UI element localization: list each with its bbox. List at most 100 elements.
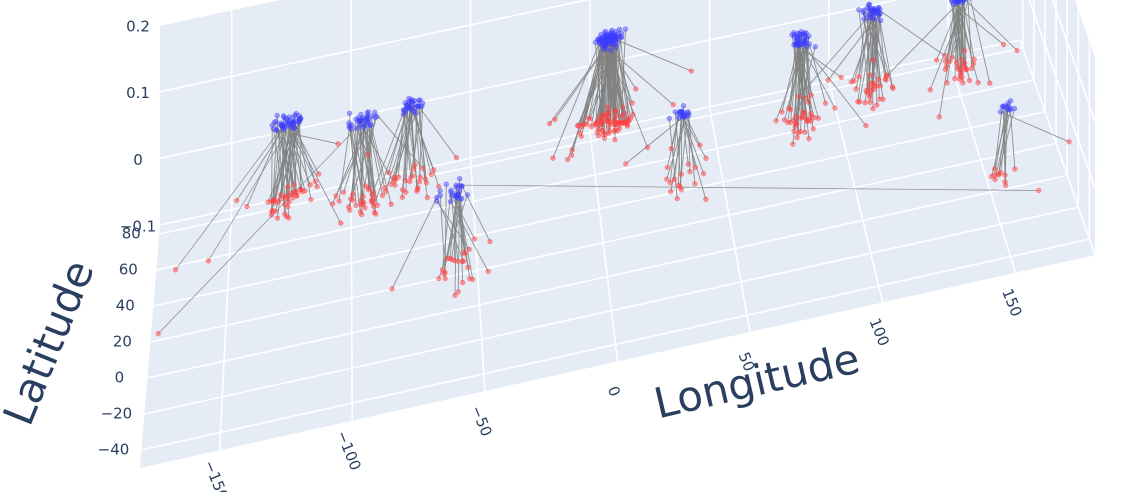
lower-marker <box>780 110 785 115</box>
lower-marker <box>359 202 364 207</box>
z-tick-label: 0 <box>133 151 143 169</box>
lower-marker <box>693 165 698 170</box>
lower-marker <box>959 70 964 75</box>
lower-marker <box>890 84 895 89</box>
lower-marker <box>372 210 377 215</box>
upper-marker <box>448 199 453 204</box>
lower-marker <box>989 174 994 179</box>
upper-marker <box>366 120 371 125</box>
upper-marker <box>274 127 279 132</box>
lower-marker <box>585 122 590 127</box>
lower-marker <box>594 122 599 127</box>
lower-marker <box>392 175 397 180</box>
lower-marker <box>1003 180 1008 185</box>
lower-marker <box>578 131 583 136</box>
lower-marker <box>812 115 817 120</box>
y-tick-label: −40 <box>98 441 130 459</box>
lower-marker <box>570 148 575 153</box>
lower-marker <box>456 259 461 264</box>
upper-marker <box>444 182 449 187</box>
lower-marker <box>626 117 631 122</box>
upper-marker <box>866 2 871 7</box>
lower-marker <box>664 177 669 182</box>
lower-marker <box>156 331 161 336</box>
lower-marker <box>313 179 318 184</box>
lower-marker <box>409 175 414 180</box>
lower-marker <box>868 100 873 105</box>
lower-marker <box>294 193 299 198</box>
lower-marker <box>472 237 477 242</box>
lower-marker <box>679 172 684 177</box>
lower-marker <box>839 75 844 80</box>
lower-marker <box>937 115 942 120</box>
lower-marker <box>417 179 422 184</box>
lower-marker <box>964 67 969 72</box>
lower-marker <box>371 204 376 209</box>
lower-marker <box>598 115 603 120</box>
lower-marker <box>971 61 976 66</box>
lower-marker <box>316 172 321 177</box>
lower-marker <box>206 259 211 264</box>
upper-marker <box>867 16 872 21</box>
lower-marker <box>669 146 674 151</box>
lower-marker <box>868 73 873 78</box>
upper-marker <box>465 192 470 197</box>
lower-marker <box>553 117 558 122</box>
upper-marker <box>598 32 603 37</box>
lower-marker <box>969 66 974 71</box>
lower-marker <box>287 199 292 204</box>
lower-marker <box>621 105 626 110</box>
lower-marker <box>934 58 939 63</box>
lower-marker <box>996 172 1001 177</box>
upper-marker <box>297 116 302 121</box>
lower-marker <box>675 196 680 201</box>
upper-marker <box>405 103 410 108</box>
lower-marker <box>854 87 859 92</box>
y-tick-label: −20 <box>101 405 133 423</box>
x-tick-label: −150 <box>200 458 232 492</box>
lower-marker <box>461 259 466 264</box>
lower-marker <box>350 192 355 197</box>
lower-marker <box>330 202 335 207</box>
lower-marker <box>960 80 965 85</box>
lower-marker <box>953 76 958 81</box>
upper-marker <box>680 113 685 118</box>
upper-marker <box>420 101 425 106</box>
lower-marker <box>613 122 618 127</box>
lower-marker <box>596 133 601 138</box>
lower-marker <box>856 74 861 79</box>
lower-marker <box>286 215 291 220</box>
upper-marker <box>454 185 459 190</box>
lower-marker <box>823 101 828 106</box>
lower-marker <box>454 155 459 160</box>
lower-marker <box>976 80 981 85</box>
lower-marker <box>337 199 342 204</box>
upper-marker <box>359 112 364 117</box>
y-axis-title: Latitude <box>0 253 104 432</box>
lower-marker <box>400 195 405 200</box>
lower-marker <box>429 172 434 177</box>
lower-marker <box>634 87 639 92</box>
lower-marker <box>797 94 802 99</box>
lower-marker <box>380 193 385 198</box>
lower-marker <box>547 121 552 126</box>
upper-marker <box>294 111 299 116</box>
lower-marker <box>565 157 570 162</box>
lower-marker <box>411 167 416 172</box>
upper-marker <box>460 184 465 189</box>
lower-marker <box>693 181 698 186</box>
x-tick-label: 150 <box>998 286 1025 319</box>
lower-marker <box>351 198 356 203</box>
upper-marker <box>601 40 606 45</box>
lower-marker <box>688 169 693 174</box>
lower-marker <box>596 126 601 131</box>
lower-marker <box>413 163 418 168</box>
lower-marker <box>607 131 612 136</box>
lower-marker <box>418 175 423 180</box>
x-tick-label: −50 <box>467 403 496 439</box>
lower-marker <box>805 119 810 124</box>
upper-marker <box>998 110 1003 115</box>
x-tick-label: 0 <box>604 384 624 400</box>
